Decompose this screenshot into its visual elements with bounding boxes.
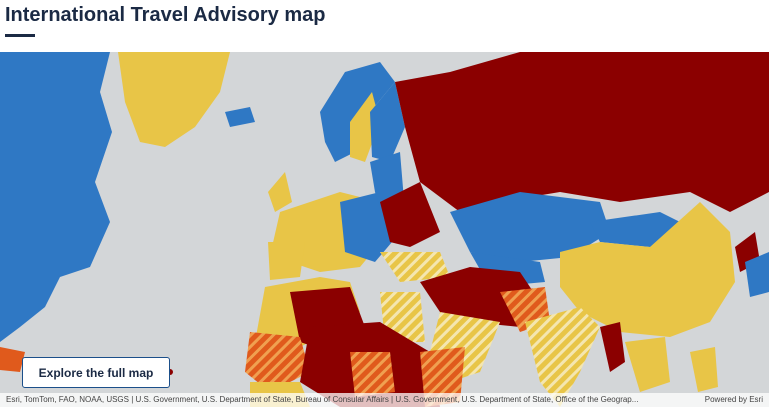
kazakhstan bbox=[450, 192, 610, 262]
ethiopia bbox=[420, 347, 465, 407]
myanmar bbox=[600, 322, 625, 372]
central-europe bbox=[340, 192, 392, 262]
canada bbox=[0, 52, 112, 282]
uk bbox=[268, 172, 292, 212]
japan bbox=[745, 252, 769, 297]
west-africa bbox=[245, 332, 310, 392]
page-title: International Travel Advisory map bbox=[5, 4, 326, 26]
russia bbox=[395, 52, 769, 212]
map bbox=[0, 52, 769, 407]
china bbox=[560, 202, 735, 337]
philippines bbox=[690, 347, 718, 392]
finland bbox=[370, 82, 405, 162]
attribution: Esri, TomTom, FAO, NOAA, USGS | U.S. Gov… bbox=[6, 395, 639, 404]
iberia bbox=[268, 242, 305, 280]
usa bbox=[0, 277, 60, 342]
chad bbox=[350, 352, 395, 397]
attribution-bar: Esri, TomTom, FAO, NOAA, USGS | U.S. Gov… bbox=[0, 393, 769, 407]
iceland bbox=[225, 107, 255, 127]
india bbox=[525, 307, 600, 407]
explore-button[interactable]: Explore the full map bbox=[22, 357, 170, 388]
turkey bbox=[380, 252, 450, 282]
mexico bbox=[0, 347, 25, 372]
powered-by: Powered by Esri bbox=[704, 395, 763, 404]
greenland bbox=[118, 52, 230, 147]
southeast-asia bbox=[625, 337, 670, 392]
ukraine-belarus bbox=[380, 182, 440, 247]
title-underline bbox=[5, 34, 35, 37]
